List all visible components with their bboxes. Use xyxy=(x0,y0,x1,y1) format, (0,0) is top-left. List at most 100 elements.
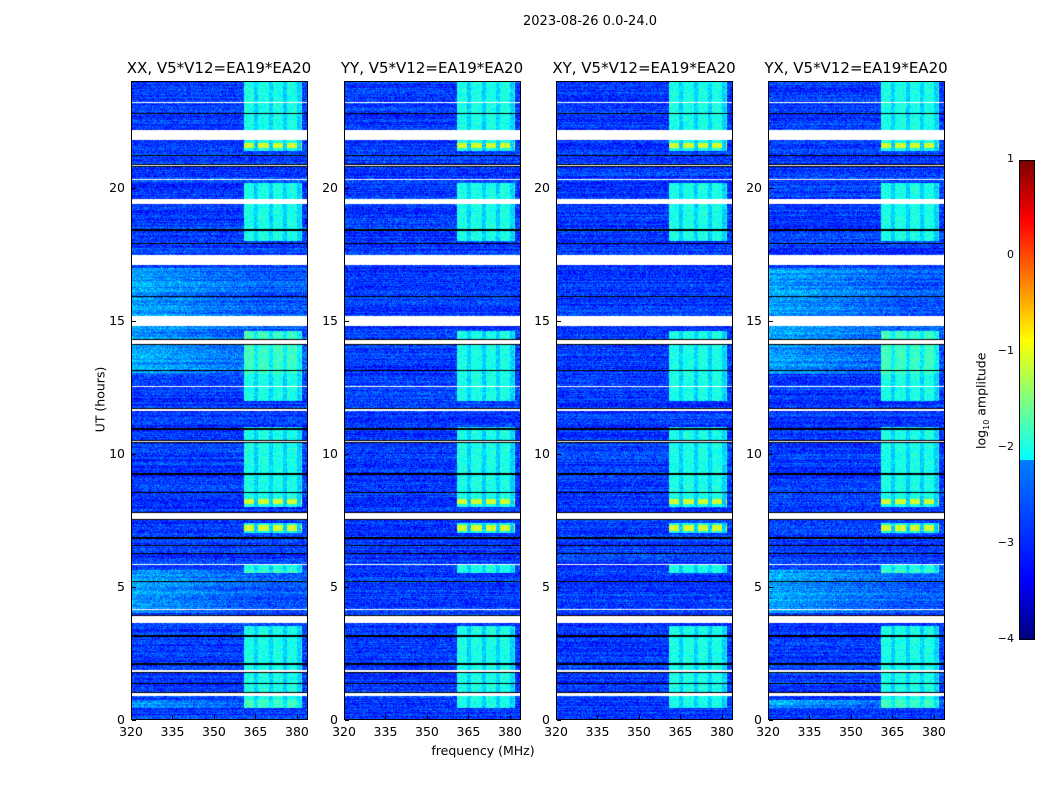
heatmap-panel-yx xyxy=(768,81,945,720)
x-tick-mark xyxy=(296,715,298,719)
x-tick-label: 380 xyxy=(922,724,946,739)
heatmap-image xyxy=(132,82,307,719)
y-tick-label: 20 xyxy=(109,179,125,195)
heatmap-panel-xx xyxy=(131,81,308,720)
y-tick-label: 5 xyxy=(117,578,125,594)
y-tick-mark xyxy=(345,453,349,455)
x-tick-mark xyxy=(809,715,811,719)
panel-title-yy: YY, V5*V12=EA19*EA20 xyxy=(340,59,524,77)
x-tick-mark xyxy=(597,715,599,719)
y-tick-label: 10 xyxy=(746,445,762,461)
x-tick-label: 335 xyxy=(797,724,822,739)
y-tick-mark xyxy=(769,586,773,588)
x-tick-mark xyxy=(556,715,557,719)
x-tick-mark xyxy=(468,715,470,719)
y-tick-mark xyxy=(345,720,349,721)
y-tick-label: 15 xyxy=(746,312,762,328)
x-tick-mark xyxy=(768,715,769,719)
x-tick-mark xyxy=(892,715,894,719)
y-tick-label: 15 xyxy=(109,312,125,328)
y-tick-mark xyxy=(345,187,349,189)
y-axis-label: UT (hours) xyxy=(92,366,108,433)
figure-title: 2023-08-26 0.0-24.0 xyxy=(523,14,657,29)
y-tick-label: 20 xyxy=(746,179,762,195)
x-tick-mark xyxy=(255,715,257,719)
x-tick-label: 320 xyxy=(332,724,356,739)
x-tick-mark xyxy=(426,715,428,719)
y-tick-mark xyxy=(769,720,773,721)
colorbar-tick-label: −2 xyxy=(997,440,1014,453)
y-tick-mark xyxy=(132,720,136,721)
colorbar xyxy=(1019,160,1035,640)
x-tick-label: 350 xyxy=(202,724,226,739)
x-tick-label: 365 xyxy=(880,724,905,739)
y-tick-label: 0 xyxy=(117,712,125,727)
heatmap-panel-xy xyxy=(556,81,733,720)
x-tick-label: 350 xyxy=(627,724,651,739)
panel-title-xx: XX, V5*V12=EA19*EA20 xyxy=(126,59,312,77)
x-tick-label: 380 xyxy=(498,724,522,739)
x-tick-mark xyxy=(638,715,640,719)
x-tick-label: 365 xyxy=(456,724,481,739)
heatmap-image xyxy=(345,82,520,719)
x-tick-mark xyxy=(721,715,723,719)
colorbar-tick-label: −3 xyxy=(997,536,1014,549)
x-tick-mark xyxy=(213,715,215,719)
y-tick-mark xyxy=(345,320,349,322)
x-axis-label: frequency (MHz) xyxy=(431,743,535,758)
colorbar-tick-label: −1 xyxy=(997,344,1014,357)
heatmap-image xyxy=(769,82,944,719)
y-tick-label: 20 xyxy=(534,179,550,195)
x-tick-label: 335 xyxy=(373,724,398,739)
y-tick-mark xyxy=(557,320,561,322)
y-tick-label: 20 xyxy=(322,179,338,195)
panel-title-yx: YX, V5*V12=EA19*EA20 xyxy=(764,59,948,77)
y-tick-mark xyxy=(132,586,136,588)
y-tick-mark xyxy=(769,453,773,455)
x-tick-label: 320 xyxy=(756,724,780,739)
y-tick-mark xyxy=(769,320,773,322)
y-tick-label: 0 xyxy=(754,712,762,727)
y-tick-mark xyxy=(132,453,136,455)
y-tick-label: 0 xyxy=(330,712,338,727)
y-tick-label: 0 xyxy=(542,712,550,727)
x-tick-label: 335 xyxy=(160,724,185,739)
x-tick-label: 320 xyxy=(119,724,143,739)
y-tick-label: 15 xyxy=(534,312,550,328)
y-tick-label: 10 xyxy=(322,445,338,461)
y-tick-label: 10 xyxy=(109,445,125,461)
y-tick-mark xyxy=(345,586,349,588)
x-tick-label: 365 xyxy=(243,724,268,739)
y-tick-mark xyxy=(132,187,136,189)
x-tick-label: 350 xyxy=(415,724,439,739)
y-tick-label: 5 xyxy=(330,578,338,594)
colorbar-tick-label: 1 xyxy=(1007,152,1014,165)
y-tick-label: 5 xyxy=(754,578,762,594)
x-tick-mark xyxy=(680,715,682,719)
y-tick-mark xyxy=(557,586,561,588)
x-tick-mark xyxy=(850,715,852,719)
y-tick-mark xyxy=(557,187,561,189)
x-tick-mark xyxy=(933,715,935,719)
heatmap-image xyxy=(557,82,732,719)
x-tick-label: 335 xyxy=(585,724,610,739)
x-tick-label: 320 xyxy=(544,724,568,739)
x-tick-mark xyxy=(385,715,387,719)
y-tick-mark xyxy=(769,187,773,189)
x-tick-mark xyxy=(172,715,174,719)
colorbar-tick-label: −4 xyxy=(997,632,1014,645)
colorbar-label: log10 amplitude xyxy=(973,352,991,449)
x-tick-label: 350 xyxy=(839,724,863,739)
x-tick-mark xyxy=(509,715,511,719)
y-tick-label: 15 xyxy=(322,312,338,328)
y-tick-mark xyxy=(132,320,136,322)
x-tick-label: 380 xyxy=(285,724,309,739)
colorbar-tick-label: 0 xyxy=(1007,248,1014,261)
y-tick-label: 10 xyxy=(534,445,550,461)
y-tick-mark xyxy=(557,720,561,721)
y-tick-mark xyxy=(557,453,561,455)
x-tick-mark xyxy=(344,715,345,719)
x-tick-label: 380 xyxy=(710,724,734,739)
x-tick-label: 365 xyxy=(668,724,693,739)
